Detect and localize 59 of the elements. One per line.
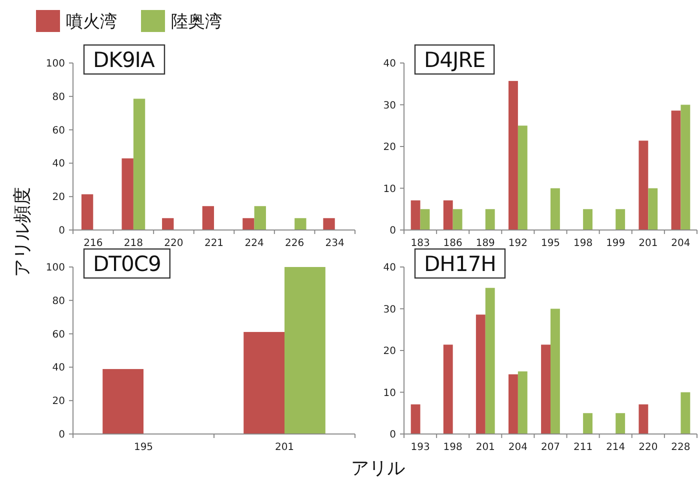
y-tick-label: 100 [46,58,65,70]
x-tick-label: 195 [134,442,154,453]
x-tick-label: 189 [476,238,495,249]
y-tick-label: 20 [52,396,65,408]
y-tick-label: 0 [58,430,65,440]
y-tick-label: 20 [52,192,65,204]
x-tick-label: 220 [164,238,184,249]
chart-title: D4JRE [424,48,486,72]
y-tick-label: 20 [383,142,396,153]
x-tick-label: 193 [410,442,430,453]
y-axis-title: アリル頻度 [12,187,33,277]
legend-label: 陸奥湾 [171,12,222,32]
y-tick-label: 40 [383,58,396,70]
x-tick-label: 207 [540,442,560,453]
x-tick-label: 201 [476,442,495,453]
y-tick-label: 80 [52,92,65,103]
y-tick-label: 100 [46,262,65,274]
x-tick-label: 211 [574,442,593,453]
x-axis-title: アリル [351,458,405,479]
x-tick-label: 221 [204,238,224,249]
y-tick-label: 30 [383,100,396,112]
y-tick-label: 0 [58,226,65,236]
x-tick-label: 234 [325,238,344,249]
y-tick-label: 0 [390,226,396,236]
y-tick-label: 40 [383,262,396,274]
y-tick-label: 10 [383,388,396,399]
x-tick-label: 224 [244,238,264,249]
x-tick-label: 195 [540,238,560,249]
x-tick-label: 186 [443,238,462,249]
legend-label: 噴火湾 [66,12,117,32]
x-tick-label: 198 [574,238,593,249]
y-tick-label: 40 [52,362,65,374]
x-tick-label: 204 [508,442,528,453]
x-tick-label: 199 [606,238,626,249]
x-tick-label: 226 [285,238,304,249]
x-tick-label: 204 [671,238,690,249]
legend-item: 噴火湾 [36,10,117,32]
y-tick-label: 10 [383,184,396,195]
x-tick-label: 214 [606,442,626,453]
chart-title: DK9IA [93,48,156,72]
x-tick-label: 228 [671,442,690,453]
x-tick-label: 183 [410,238,430,249]
y-tick-label: 60 [52,125,65,136]
legend-item: 陸奥湾 [141,10,222,32]
y-tick-label: 20 [383,346,396,357]
y-tick-label: 30 [383,304,396,316]
x-tick-label: 201 [274,442,294,453]
y-tick-label: 40 [52,158,65,170]
chart-title: DH17H [424,252,496,276]
x-tick-label: 216 [84,238,103,249]
y-tick-label: 80 [52,296,65,307]
chart-title: DT0C9 [93,252,161,276]
x-tick-label: 198 [443,442,462,453]
y-tick-label: 60 [52,329,65,340]
x-tick-label: 192 [508,238,528,249]
x-tick-label: 201 [638,238,658,249]
y-tick-label: 0 [390,430,396,440]
x-tick-label: 220 [638,442,658,453]
x-tick-label: 218 [124,238,143,249]
